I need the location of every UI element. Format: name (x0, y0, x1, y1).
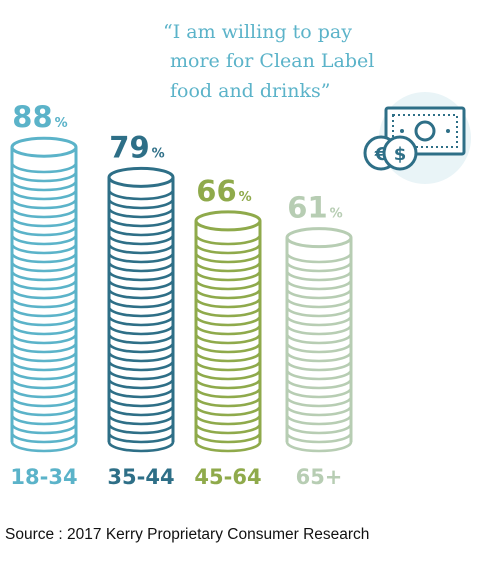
bar-18-34 (10, 136, 78, 453)
source-note: Source : 2017 Kerry Proprietary Consumer… (5, 526, 370, 543)
category-label: 45-64 (194, 465, 261, 489)
coin-stack-chart: “I am willing to pay more for Clean Labe… (10, 21, 471, 489)
dollar-coin: $ (394, 144, 407, 165)
chart-title-quote: “I am willing to pay more for Clean Labe… (163, 21, 374, 102)
money-bill-coins-icon: € $ (363, 92, 471, 184)
bar-65+ (285, 227, 353, 453)
value-label: 79% (109, 130, 164, 164)
coin-stacks (10, 136, 353, 453)
category-label: 18-34 (10, 465, 77, 489)
value-label: 88% (12, 100, 67, 134)
category-label: 65+ (296, 465, 343, 489)
category-labels: 18-34 35-44 45-64 65+ (10, 465, 342, 489)
value-labels: 88 % 79 % 66% 61% (12, 100, 342, 224)
bar-35-44 (107, 166, 175, 453)
value-label: 61% (287, 191, 342, 225)
category-label: 35-44 (107, 465, 174, 489)
euro-coin: € (374, 144, 388, 165)
bar-45-64 (194, 210, 262, 453)
quote-line-1: “I am willing to pay (163, 21, 352, 43)
quote-line-3: food and drinks” (170, 80, 330, 102)
value-label: 66% (196, 174, 251, 208)
quote-line-2: more for Clean Label (170, 50, 374, 72)
